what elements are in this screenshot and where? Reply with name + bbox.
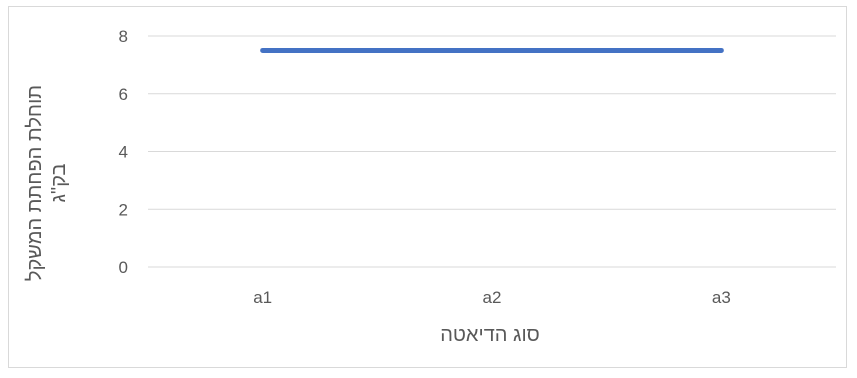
- y-axis-ticks: 0 2 4 6 8: [119, 27, 128, 277]
- gridlines: [148, 35, 836, 268]
- y-tick-label-0: 0: [119, 258, 128, 277]
- y-tick-label-6: 6: [119, 85, 128, 104]
- y-axis-title: תוחלת הפחתת המשקל בק"ג: [24, 85, 70, 281]
- y-axis-title-line-1: תוחלת הפחתת המשקל: [24, 85, 46, 281]
- x-tick-label-a2: a2: [483, 288, 502, 307]
- y-tick-label-8: 8: [119, 27, 128, 46]
- y-tick-label-4: 4: [119, 143, 128, 162]
- y-axis-title-line-2: בק"ג: [48, 164, 70, 203]
- x-tick-label-a1: a1: [253, 288, 272, 307]
- x-axis-ticks: a1 a2 a3: [253, 288, 731, 307]
- x-axis-title: סוג הדיאטה: [440, 324, 540, 346]
- chart-frame: [8, 6, 847, 368]
- x-tick-label-a3: a3: [712, 288, 731, 307]
- y-tick-label-2: 2: [119, 200, 128, 219]
